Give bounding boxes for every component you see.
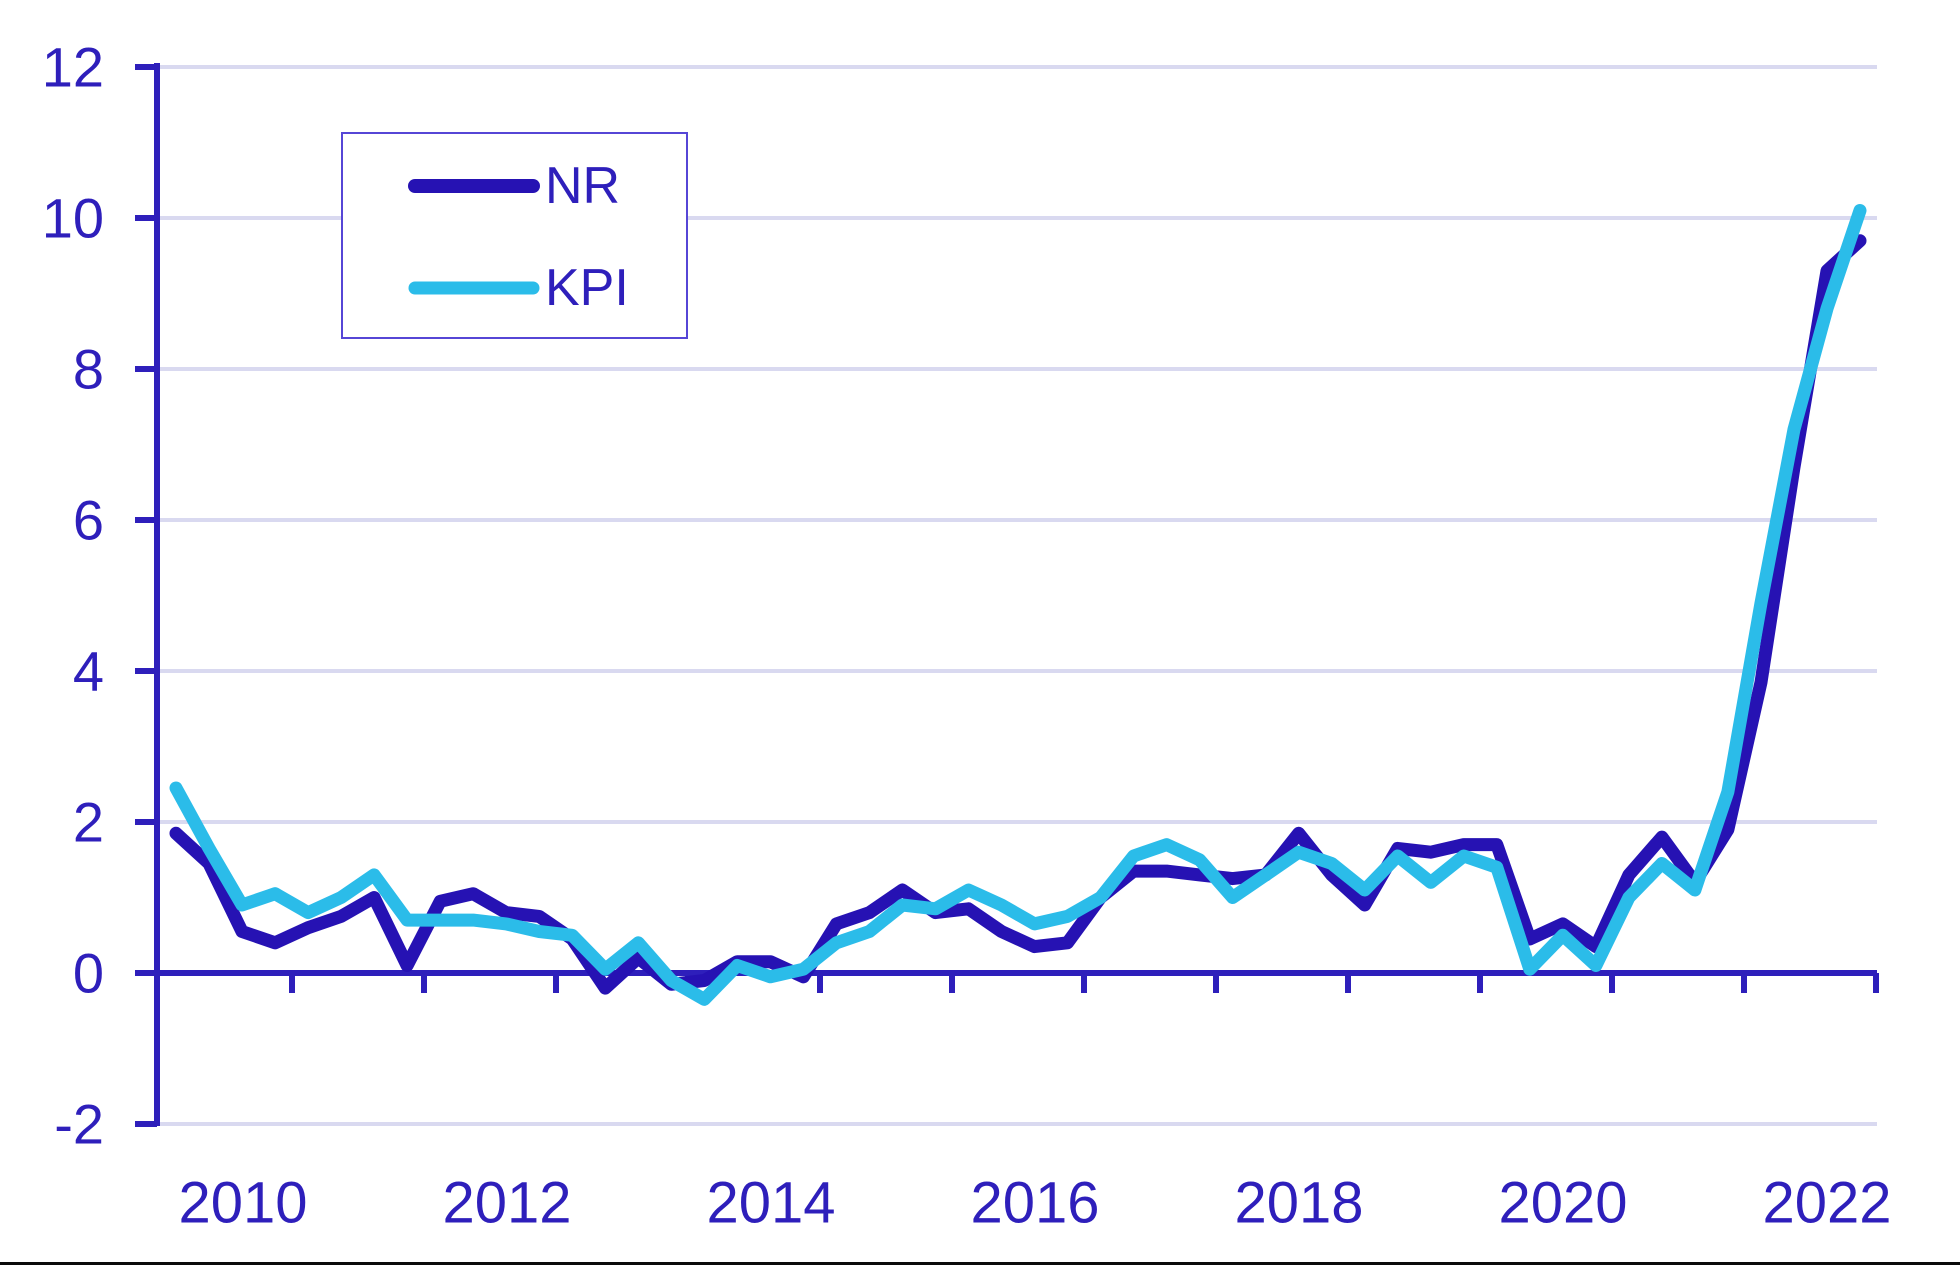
y-tick-label-8: 8 <box>73 338 104 401</box>
x-year-label-2018: 2018 <box>1234 1171 1363 1236</box>
legend-box <box>341 132 688 339</box>
y-tick-label-12: 12 <box>42 36 104 99</box>
x-year-label-2010: 2010 <box>178 1171 307 1236</box>
series-line-nr <box>169 234 1867 995</box>
y-tick-label-0: 0 <box>73 942 104 1005</box>
bottom-border <box>0 1262 1960 1265</box>
series-line-kpi <box>169 204 1867 1006</box>
axes <box>154 63 1877 1126</box>
y-tick-label-10: 10 <box>42 187 104 250</box>
legend-label-kpi: KPI <box>545 259 629 317</box>
y-axis-labels: 12 10 8 6 4 2 0 -2 <box>42 36 104 1156</box>
y-tick-label-4: 4 <box>73 640 104 703</box>
x-year-label-2012: 2012 <box>442 1171 571 1236</box>
legend-label-nr: NR <box>545 157 620 215</box>
series-lines <box>169 204 1867 1006</box>
x-year-label-2020: 2020 <box>1498 1171 1627 1236</box>
legend: NR KPI <box>341 132 688 339</box>
x-year-label-2022: 2022 <box>1762 1171 1891 1236</box>
y-tick-label-2: 2 <box>73 791 104 854</box>
y-tick-marks <box>135 64 157 1127</box>
y-tick-label--2: -2 <box>54 1093 104 1156</box>
x-axis-labels: 2010 2012 2014 2016 2018 2020 2022 <box>178 1171 1891 1236</box>
x-year-label-2014: 2014 <box>706 1171 835 1236</box>
y-tick-label-6: 6 <box>73 489 104 552</box>
x-year-label-2016: 2016 <box>970 1171 1099 1236</box>
